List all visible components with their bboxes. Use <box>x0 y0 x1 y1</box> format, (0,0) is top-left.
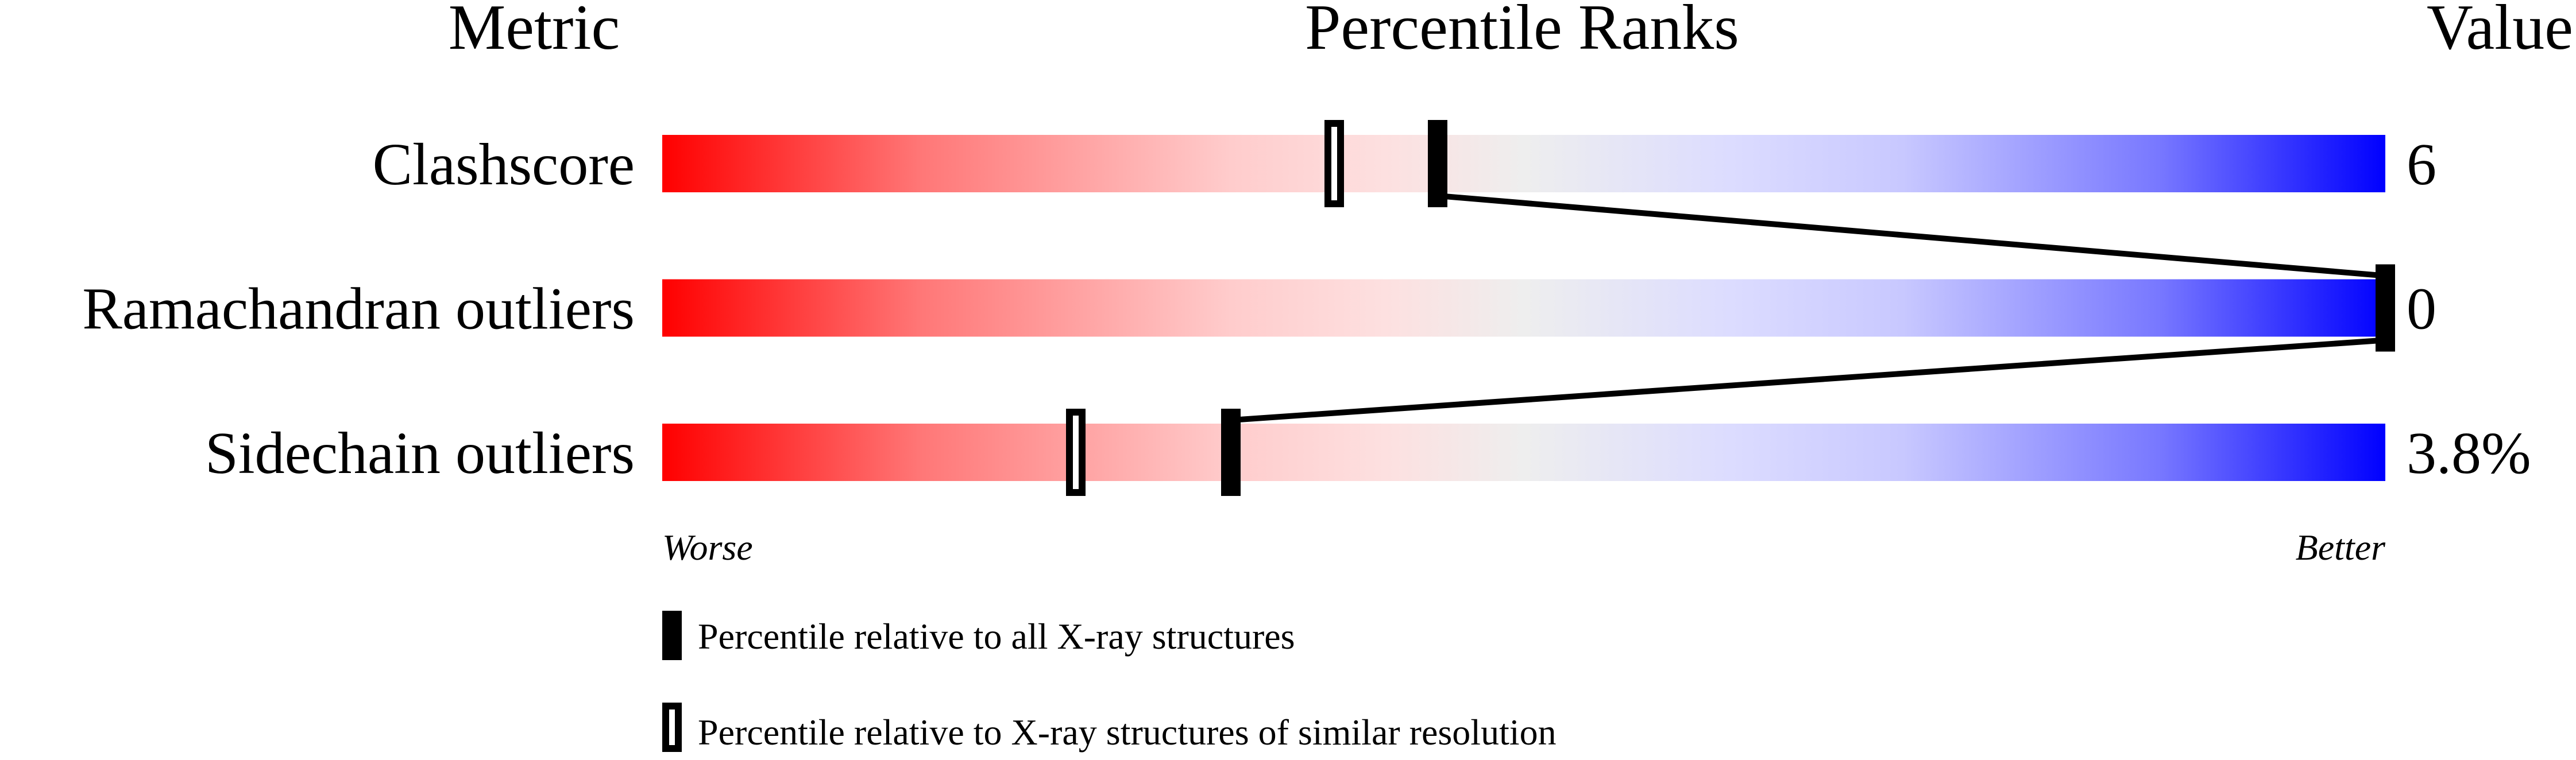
header-metric: Metric <box>449 0 620 63</box>
percentile-bar <box>662 424 2385 481</box>
legend-filled-marker <box>662 611 682 660</box>
connector-line <box>1437 193 2386 279</box>
percentile-bar <box>662 135 2385 192</box>
all-structures-marker <box>1428 120 1447 207</box>
metric-label: Ramachandran outliers <box>82 276 635 342</box>
metric-value: 3.8% <box>2407 420 2531 486</box>
metric-value: 0 <box>2407 276 2436 342</box>
percentile-bar <box>662 279 2385 337</box>
legend-hollow-marker <box>662 703 682 752</box>
metric-label: Clashscore <box>373 131 635 197</box>
header-value: Value <box>2427 0 2573 63</box>
legend-all-label: Percentile relative to all X-ray structu… <box>698 616 1295 657</box>
better-label: Better <box>2296 527 2386 568</box>
header-percentile-ranks: Percentile Ranks <box>1305 0 1739 63</box>
metric-label: Sidechain outliers <box>205 420 635 486</box>
all-structures-marker <box>2376 264 2395 352</box>
worse-label: Worse <box>662 527 753 568</box>
similar-resolution-marker <box>1066 409 1086 496</box>
connector-line <box>1230 337 2386 423</box>
metric-value: 6 <box>2407 131 2436 197</box>
legend-similar-label: Percentile relative to X-ray structures … <box>698 712 1557 753</box>
all-structures-marker <box>1221 409 1241 496</box>
similar-resolution-marker <box>1324 120 1344 207</box>
